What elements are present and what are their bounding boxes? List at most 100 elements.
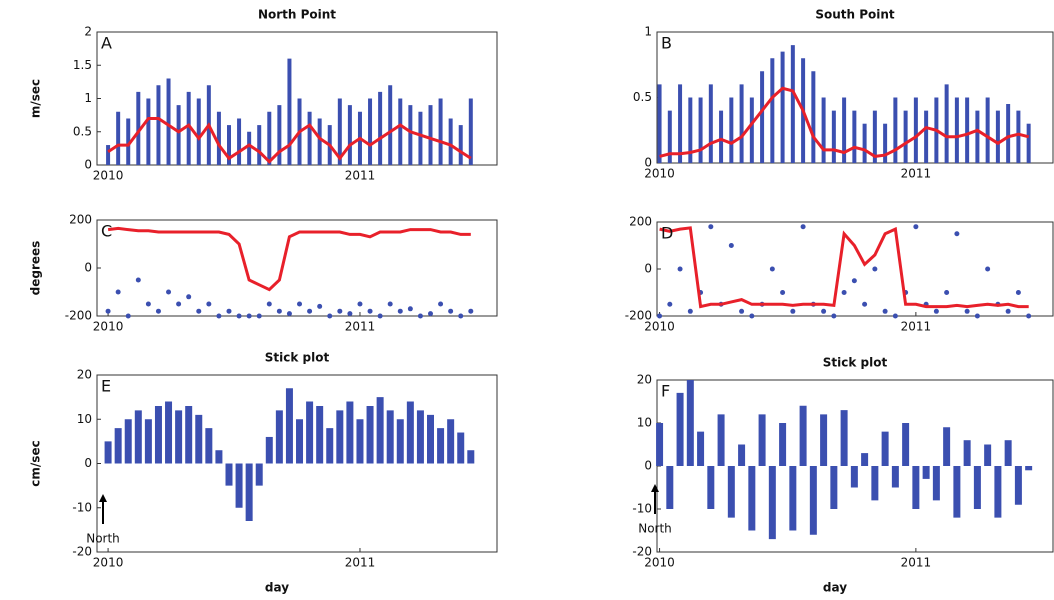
plot-frame: [656, 221, 1054, 317]
y-axis-label: m/sec: [29, 79, 43, 118]
dot: [196, 308, 202, 314]
y-tick-label: 10: [637, 416, 652, 430]
panel-title: Stick plot: [265, 351, 330, 365]
x-tick-label: 2011: [345, 169, 376, 183]
panel-title: North Point: [258, 8, 336, 22]
y-tick-label: 0.5: [73, 124, 92, 138]
x-tick-label: 2010: [93, 320, 124, 334]
smoothed-line: [107, 117, 472, 164]
y-axis-label: cm/sec: [29, 440, 43, 486]
panel-letter: D: [661, 224, 673, 243]
y-tick-label: 0: [644, 262, 652, 276]
y-tick-label: 0: [644, 459, 652, 473]
arrow-head: [99, 494, 107, 502]
x-tick-label: 2010: [93, 556, 124, 570]
y-tick-label: 0: [84, 158, 92, 172]
x-tick-label: 2011: [345, 320, 376, 334]
dot: [286, 311, 292, 317]
dot: [176, 301, 182, 307]
y-tick-label: 1: [644, 25, 652, 39]
x-tick-label: 2011: [901, 320, 932, 334]
dot: [687, 308, 693, 314]
y-tick-label: -10: [632, 502, 652, 516]
dot: [882, 308, 888, 314]
dot: [226, 308, 232, 314]
x-tick-label: 2011: [345, 556, 376, 570]
smoothed-line: [659, 226, 1029, 309]
x-tick-label: 2010: [644, 556, 675, 570]
dot: [256, 313, 262, 319]
dot: [862, 301, 868, 307]
y-tick-label: 20: [637, 373, 652, 387]
panel-letter: F: [661, 382, 670, 401]
y-tick-label: -20: [632, 545, 652, 559]
dot: [677, 266, 683, 272]
x-axis-label: day: [823, 581, 847, 595]
dot: [166, 289, 172, 295]
dot: [739, 308, 745, 314]
dot: [428, 311, 434, 317]
x-tick-label: 2010: [93, 169, 124, 183]
dot: [708, 224, 714, 230]
dot: [944, 290, 950, 295]
dot: [236, 313, 242, 319]
dot: [337, 308, 343, 314]
y-tick-label: -200: [65, 309, 92, 323]
dot: [728, 243, 734, 248]
dot: [851, 278, 857, 284]
dot: [377, 313, 383, 319]
dot: [749, 313, 755, 319]
dot: [307, 308, 313, 314]
y-tick-label: 200: [629, 215, 652, 229]
panel-title: Stick plot: [823, 356, 888, 370]
panel-letter: E: [101, 377, 111, 396]
y-tick-label: 20: [77, 368, 92, 382]
dot: [206, 301, 212, 307]
y-tick-label: 0.5: [633, 90, 652, 104]
dot: [135, 277, 141, 283]
dot: [407, 306, 413, 312]
annotation: North: [86, 532, 120, 546]
x-tick-label: 2011: [901, 167, 932, 181]
dot: [125, 313, 131, 319]
dot: [216, 313, 222, 319]
dot: [387, 301, 393, 307]
x-axis-label: day: [265, 581, 289, 595]
y-tick-label: 200: [69, 213, 92, 227]
dot: [892, 313, 898, 319]
arrow-head: [651, 484, 659, 492]
dot: [872, 266, 878, 272]
y-tick-label: 0: [84, 261, 92, 275]
dot: [186, 294, 192, 300]
x-tick-label: 2010: [644, 320, 675, 334]
dot: [964, 308, 970, 314]
panel-title: South Point: [815, 8, 895, 22]
annotation: North: [638, 522, 672, 536]
dot: [974, 313, 980, 319]
dot: [367, 308, 373, 314]
plot-frame: [96, 219, 498, 317]
dot: [667, 301, 673, 307]
y-tick-label: 2: [84, 25, 92, 39]
dot: [347, 311, 353, 317]
dot: [831, 313, 837, 319]
dot: [657, 313, 663, 319]
y-tick-label: 10: [77, 412, 92, 426]
dot: [397, 308, 403, 314]
dot: [246, 313, 252, 319]
panel-letter: A: [101, 34, 112, 53]
y-tick-label: 1: [84, 91, 92, 105]
dot: [327, 313, 333, 319]
dot: [769, 266, 775, 272]
dot: [448, 308, 454, 314]
dot: [276, 308, 282, 314]
dot: [821, 308, 827, 314]
dot: [790, 308, 796, 314]
dot: [105, 308, 111, 314]
smoothed-line: [107, 226, 471, 292]
y-tick-label: 1.5: [73, 58, 92, 72]
dot: [468, 308, 474, 314]
y-tick-label: 0: [644, 156, 652, 170]
dot: [913, 224, 919, 230]
